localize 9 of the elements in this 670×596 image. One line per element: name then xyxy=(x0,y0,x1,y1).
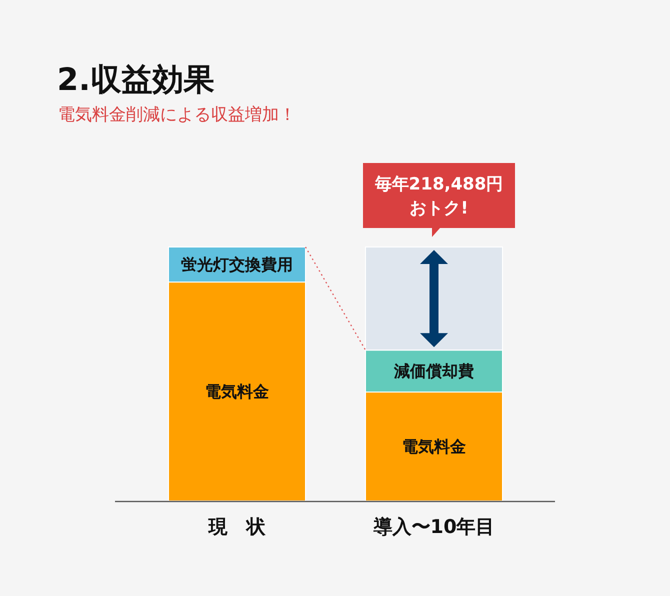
chart-subtitle: 電気料金削減による収益増加！ xyxy=(58,105,296,125)
chart-title: 2.収益効果 xyxy=(57,62,214,98)
series-label: 電気料金 xyxy=(205,382,269,402)
annotation: 毎年218,488円おトク! xyxy=(374,174,504,218)
x-tick-label: 導入〜10年目 xyxy=(372,516,495,538)
x-tick-label: 現 状 xyxy=(208,516,266,538)
series-label: 減価償却費 xyxy=(393,362,474,381)
text: 電気料金 xyxy=(402,437,466,456)
series-label: 蛍光灯交換費用 xyxy=(181,255,293,274)
